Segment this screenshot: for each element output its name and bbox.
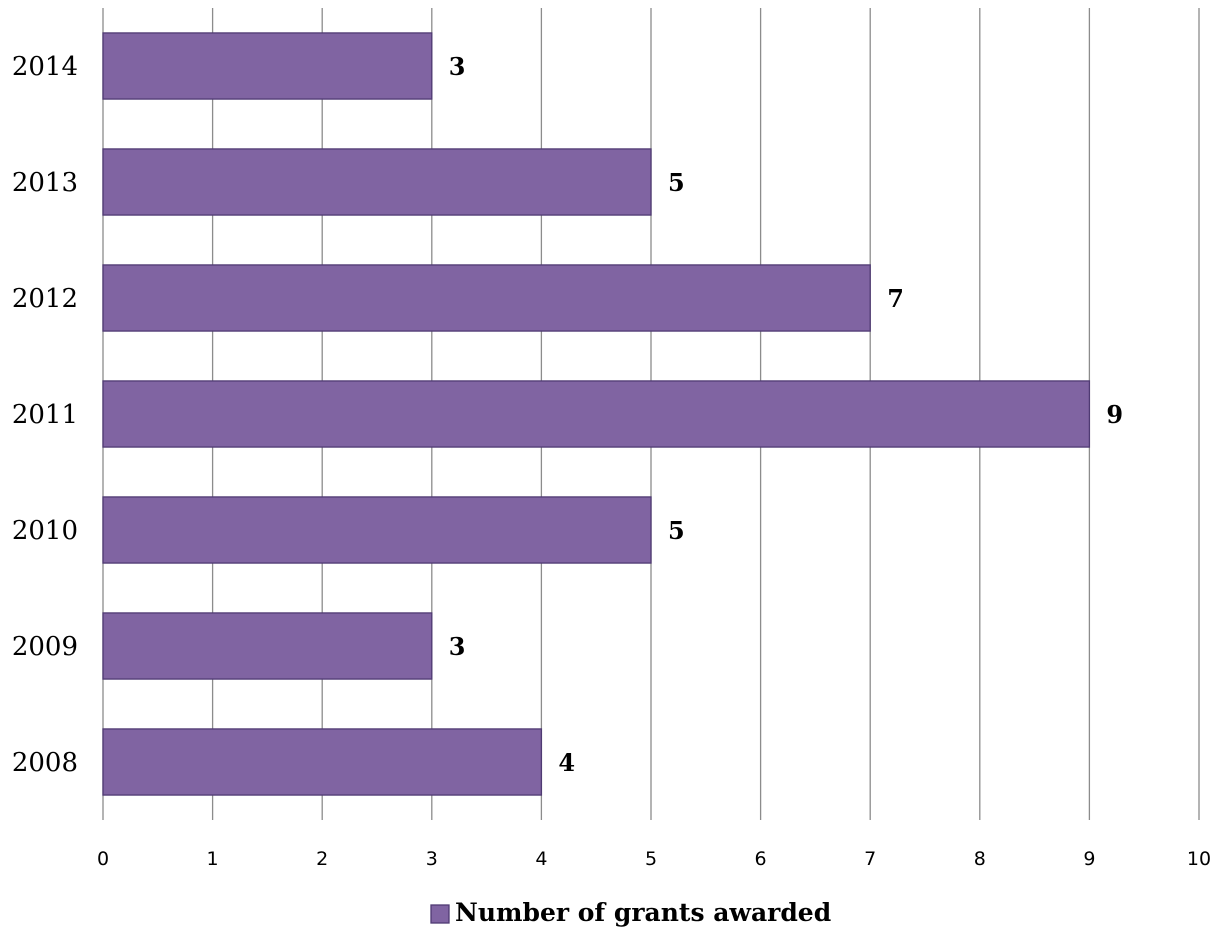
x-tick-label: 5 [645,848,657,870]
x-tick-label: 2 [316,848,328,870]
x-axis-tick-labels: 0 1 2 3 4 5 6 7 8 9 10 [97,848,1211,870]
x-tick-label: 9 [1083,848,1095,870]
category-label-2009: 2009 [12,632,78,662]
category-label-2008: 2008 [12,748,78,778]
legend-label: Number of grants awarded [455,898,831,927]
category-label-2013: 2013 [12,168,78,198]
data-label-2008: 4 [558,748,575,777]
x-tick-label: 10 [1187,848,1211,870]
legend: Number of grants awarded [430,898,831,927]
data-label-2011: 9 [1106,400,1123,429]
data-label-2014: 3 [449,52,466,81]
category-labels: 2008 2009 2010 2011 2012 2013 2014 [12,52,78,778]
x-tick-label: 6 [755,848,767,870]
category-label-2012: 2012 [12,284,78,314]
data-label-2013: 5 [668,168,685,197]
x-tick-label: 8 [974,848,986,870]
bar-2013 [102,148,652,216]
category-label-2014: 2014 [12,52,78,82]
data-labels: 4 3 5 9 7 5 3 [449,52,1123,777]
category-label-2010: 2010 [12,516,78,546]
x-tick-label: 3 [426,848,438,870]
bars [102,32,1091,796]
bar-2011 [102,380,1091,448]
x-tick-label: 4 [535,848,547,870]
data-label-2010: 5 [668,516,685,545]
x-tick-label: 0 [97,848,109,870]
legend-swatch [430,904,450,924]
x-tick-label: 1 [207,848,219,870]
data-label-2012: 7 [887,284,904,313]
bar-2014 [102,32,433,100]
bar-2012 [102,264,871,332]
category-label-2011: 2011 [12,400,78,430]
bar-2010 [102,496,652,564]
bar-2009 [102,612,433,680]
x-tick-label: 7 [864,848,876,870]
bar-2008 [102,728,543,796]
data-label-2009: 3 [449,632,466,661]
